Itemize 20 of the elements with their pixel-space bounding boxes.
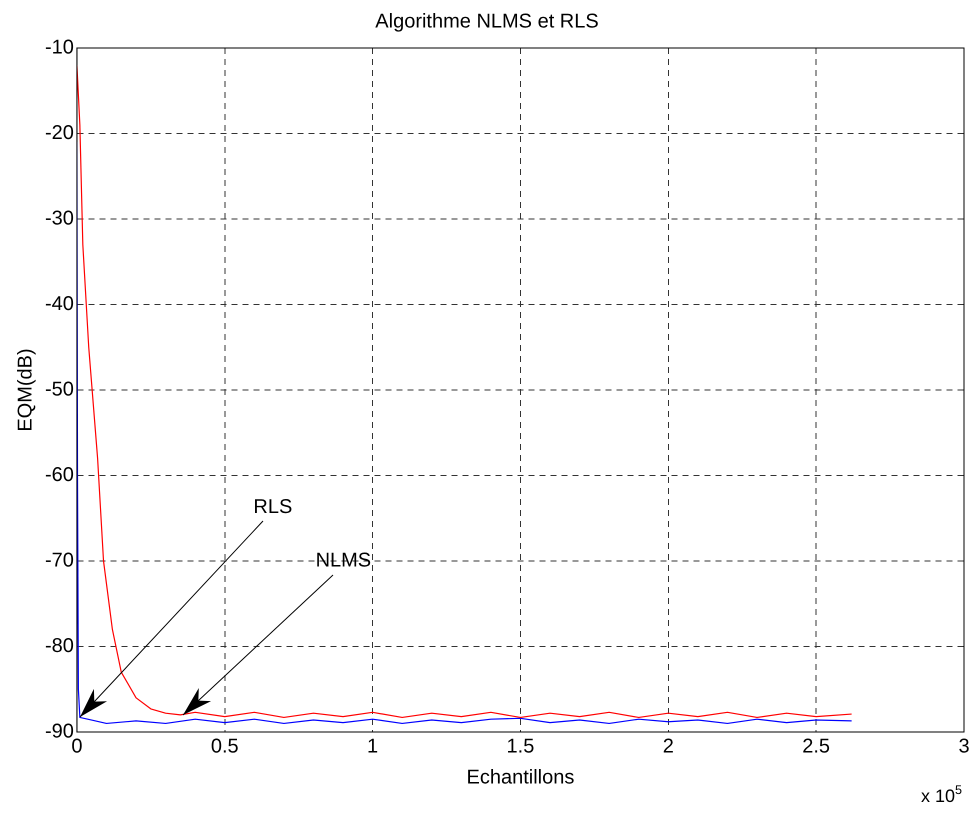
x-tick-label: 2.5 [802, 736, 830, 758]
x-tick-label: 1 [367, 736, 378, 758]
x-tick-label: 0.5 [210, 736, 239, 758]
y-tick-label: -10 [45, 36, 74, 59]
annotation: RLS [253, 496, 292, 518]
y-tick-label: -30 [45, 208, 74, 230]
x-tick-label: 0 [71, 736, 82, 758]
x-tick-label: 3 [958, 736, 970, 758]
y-tick-label: -40 [45, 293, 74, 316]
annotation: NLMS [316, 549, 372, 572]
y-tick-label: -20 [45, 122, 74, 144]
y-tick-label: -70 [45, 550, 74, 572]
y-tick-label: -60 [45, 464, 74, 486]
chart-title: Algorithme NLMS et RLS [375, 10, 599, 33]
x-axis-title: Echantillons [466, 766, 574, 789]
y-axis-title: EQM(dB) [14, 348, 37, 432]
y-tick-label: -80 [45, 635, 74, 658]
x-tick-label: 1.5 [506, 736, 534, 758]
x-tick-label: 2 [662, 736, 674, 758]
y-tick-label: -50 [45, 378, 74, 401]
